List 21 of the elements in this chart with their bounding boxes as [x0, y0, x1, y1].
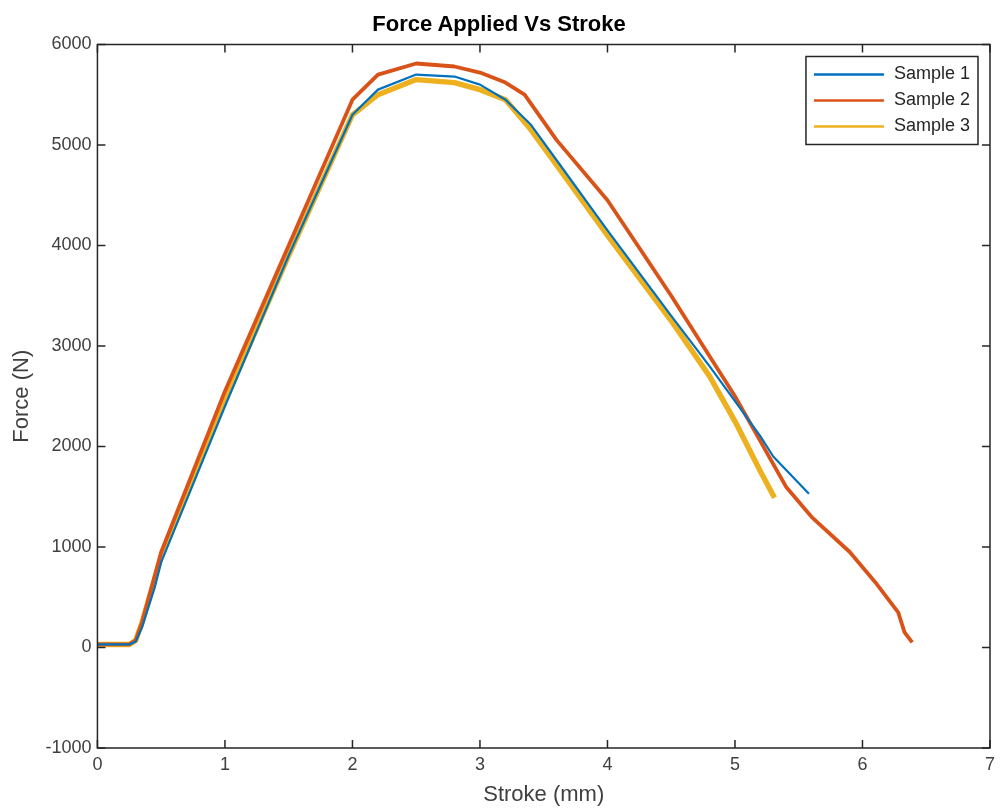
- chart-title: Force Applied Vs Stroke: [372, 11, 626, 37]
- y-axis-title: Force (N): [8, 349, 34, 443]
- y-tick-label: 3000: [51, 334, 92, 355]
- legend-label: Sample 1: [893, 63, 970, 84]
- y-tick-label: 5000: [51, 133, 92, 154]
- legend-label: Sample 2: [893, 89, 970, 110]
- y-tick-label: 6000: [51, 33, 92, 54]
- y-tick-label: -1000: [45, 736, 92, 757]
- y-tick-label: 2000: [51, 435, 92, 456]
- y-tick-label: 4000: [51, 234, 92, 255]
- x-tick-label: 5: [729, 753, 740, 774]
- legend-label: Sample 3: [893, 115, 970, 136]
- y-tick-label: 0: [81, 636, 92, 657]
- x-tick-label: 6: [857, 753, 868, 774]
- y-tick-label: 1000: [51, 535, 92, 556]
- x-tick-label: 1: [219, 753, 230, 774]
- x-axis-title: Stroke (mm): [483, 780, 605, 806]
- x-tick-label: 2: [347, 753, 358, 774]
- x-tick-label: 3: [474, 753, 485, 774]
- x-tick-label: 7: [984, 753, 995, 774]
- x-tick-label: 4: [602, 753, 613, 774]
